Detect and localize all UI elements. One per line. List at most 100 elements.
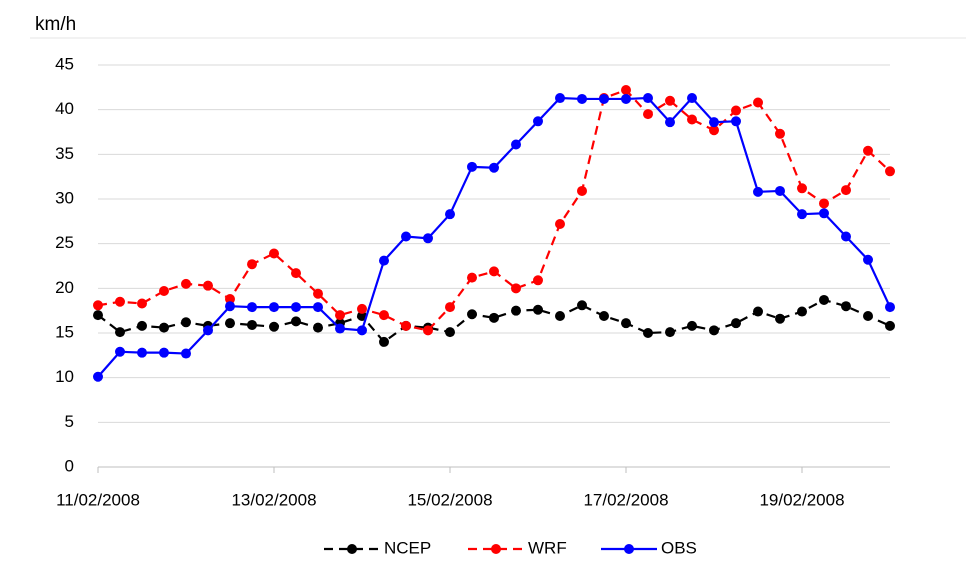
data-point xyxy=(335,323,345,334)
x-tick-label: 13/02/2008 xyxy=(231,490,316,509)
data-point xyxy=(511,283,521,294)
data-point xyxy=(181,317,191,328)
y-tick-label: 0 xyxy=(65,456,74,475)
data-point xyxy=(753,186,763,197)
data-point xyxy=(731,318,741,329)
data-point xyxy=(159,322,169,333)
x-tick-label: 15/02/2008 xyxy=(407,490,492,509)
data-point xyxy=(775,185,785,196)
data-point xyxy=(423,233,433,244)
data-point xyxy=(269,321,279,332)
data-point xyxy=(93,310,103,321)
data-point xyxy=(555,311,565,322)
data-point xyxy=(379,255,389,266)
data-point xyxy=(489,312,499,323)
data-point xyxy=(357,311,367,322)
data-point xyxy=(291,302,301,313)
data-point xyxy=(335,310,345,321)
data-point xyxy=(555,219,565,230)
data-point xyxy=(687,114,697,125)
data-point xyxy=(533,116,543,127)
data-point xyxy=(445,209,455,220)
y-tick-label: 15 xyxy=(55,322,74,341)
data-point xyxy=(885,320,895,331)
y-tick-label: 45 xyxy=(55,54,74,73)
data-point xyxy=(665,117,675,128)
x-tick-label: 19/02/2008 xyxy=(759,490,844,509)
data-point xyxy=(797,209,807,220)
y-axis-label: km/h xyxy=(35,14,76,35)
data-point xyxy=(709,117,719,128)
data-point xyxy=(621,93,631,104)
data-point xyxy=(643,328,653,338)
data-point xyxy=(247,259,257,270)
legend-label: NCEP xyxy=(384,538,431,557)
y-tick-label: 40 xyxy=(55,99,74,118)
data-point xyxy=(137,320,147,331)
data-point xyxy=(291,316,301,327)
data-point xyxy=(445,302,455,313)
data-point xyxy=(753,97,763,108)
data-point xyxy=(181,278,191,289)
data-point xyxy=(643,93,653,104)
data-point xyxy=(665,327,675,338)
data-point xyxy=(247,302,257,313)
data-point xyxy=(115,296,125,307)
y-tick-label: 5 xyxy=(65,412,74,431)
data-point xyxy=(247,319,257,330)
data-point xyxy=(775,313,785,324)
data-point xyxy=(225,318,235,329)
data-point xyxy=(313,302,323,313)
data-point xyxy=(467,309,477,320)
data-point xyxy=(115,327,125,338)
data-point xyxy=(511,139,521,150)
data-point xyxy=(203,325,213,336)
data-point xyxy=(357,303,367,314)
data-point xyxy=(555,93,565,104)
data-point xyxy=(489,266,499,277)
data-point xyxy=(599,93,609,104)
data-point xyxy=(225,301,235,312)
data-point xyxy=(137,298,147,309)
data-point xyxy=(533,275,543,286)
data-point xyxy=(159,286,169,297)
y-tick-label: 25 xyxy=(55,233,74,252)
data-point xyxy=(269,248,279,259)
data-point xyxy=(797,183,807,194)
data-point xyxy=(863,311,873,322)
data-point xyxy=(797,306,807,317)
data-point xyxy=(709,325,719,336)
data-point xyxy=(621,318,631,329)
data-point xyxy=(357,325,367,336)
data-point xyxy=(819,208,829,219)
data-point xyxy=(753,306,763,317)
x-tick-label: 17/02/2008 xyxy=(583,490,668,509)
data-point xyxy=(379,336,389,347)
data-point xyxy=(379,310,389,321)
data-point xyxy=(841,231,851,242)
data-point xyxy=(291,268,301,279)
data-point xyxy=(203,280,213,291)
data-point xyxy=(687,320,697,331)
data-point xyxy=(577,185,587,196)
y-tick-label: 35 xyxy=(55,144,74,163)
x-tick-label: 11/02/2008 xyxy=(56,490,140,509)
data-point xyxy=(775,128,785,139)
data-point xyxy=(225,294,235,305)
data-point xyxy=(577,300,587,311)
legend-marker xyxy=(624,544,634,554)
data-point xyxy=(313,288,323,299)
data-point xyxy=(863,145,873,156)
data-point xyxy=(885,302,895,313)
y-tick-label: 10 xyxy=(55,367,74,386)
data-point xyxy=(731,105,741,116)
y-tick-label: 20 xyxy=(55,278,74,297)
data-point xyxy=(621,85,631,96)
y-tick-label: 30 xyxy=(55,188,74,207)
data-point xyxy=(841,185,851,196)
data-point xyxy=(709,125,719,136)
data-point xyxy=(577,93,587,104)
data-point xyxy=(511,305,521,316)
data-point xyxy=(841,301,851,312)
data-point xyxy=(819,294,829,305)
